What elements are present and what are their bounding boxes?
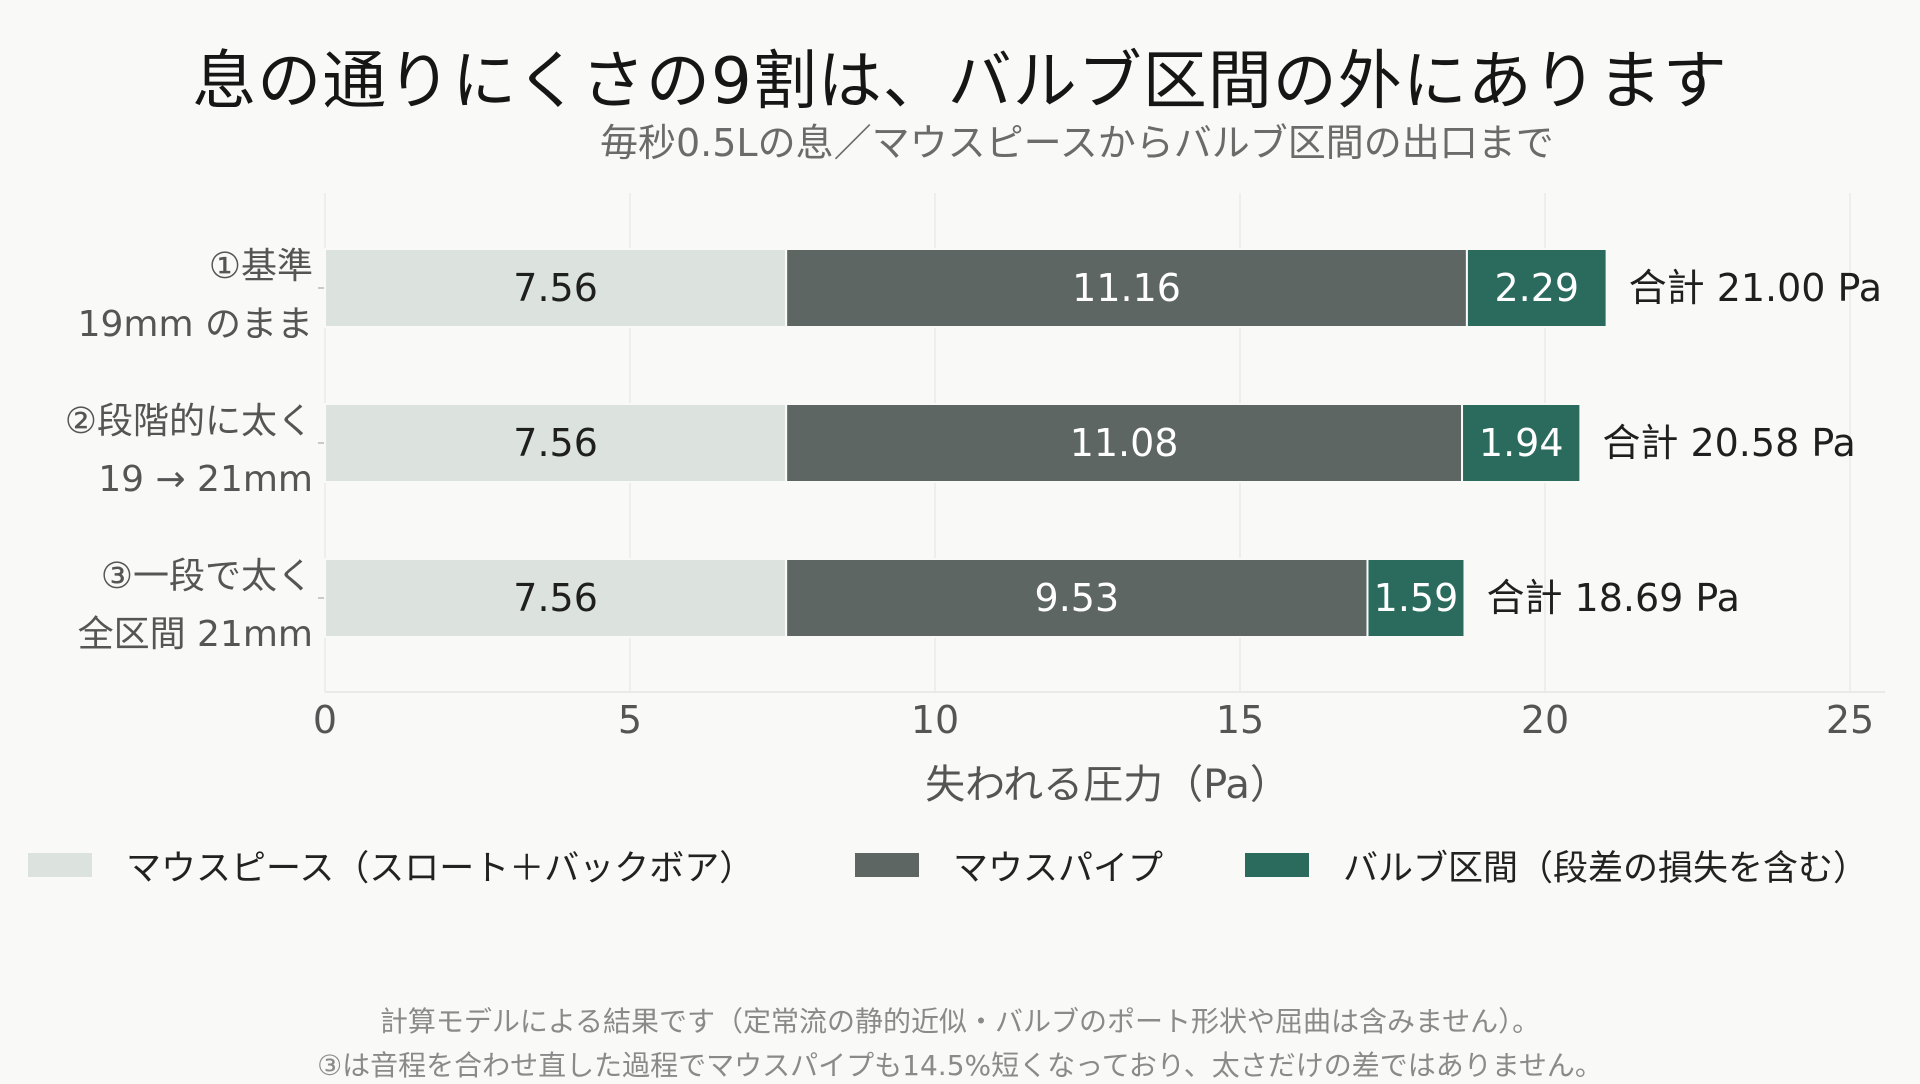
stacked-bar-chart: 0 5 10 15 20 25 失われる圧力（Pa） ①基準 19mm のまま 7.56 11.16… [65, 193, 1885, 808]
chart-subtitle: 毎秒0.5Lの息／マウスピースからバルブ区間の出口まで [600, 121, 1554, 165]
legend-swatch-1 [855, 853, 919, 877]
x-tick-label-2: 10 [911, 698, 959, 742]
footnote-2: ③は音程を合わせ直した過程でマウスパイプも14.5%短くなっており、太さだけの差… [317, 1049, 1603, 1082]
x-tick-label-5: 25 [1826, 698, 1874, 742]
category-label-0-line1: ①基準 [209, 246, 313, 287]
total-label-0: 合計 21.00 Pa [1629, 266, 1882, 310]
legend-swatch-0 [28, 853, 92, 877]
total-label-1: 合計 20.58 Pa [1602, 421, 1855, 465]
category-label-2-line2: 全区間 21mm [78, 614, 313, 655]
bar-value-label-2-1: 9.53 [1035, 576, 1120, 620]
category-label-0-line2: 19mm のまま [78, 304, 313, 345]
bar-value-label-2-2: 1.59 [1374, 576, 1459, 620]
x-tick-label-3: 15 [1216, 698, 1264, 742]
bar-1-series-2 [1461, 403, 1582, 483]
bar-value-label-1-1: 11.08 [1070, 421, 1179, 465]
x-tick-label-4: 20 [1521, 698, 1569, 742]
bar-value-label-1-0: 7.56 [513, 421, 598, 465]
bar-0-series-2 [1465, 248, 1608, 328]
bar-value-label-1-2: 1.94 [1479, 421, 1564, 465]
bar-value-label-0-1: 11.16 [1072, 266, 1181, 310]
bar-1-series-1 [785, 403, 1464, 483]
legend-label-2: バルブ区間（段差の損失を含む） [1343, 848, 1869, 889]
category-label-1-line2: 19 → 21mm [98, 459, 313, 500]
footnote-1: 計算モデルによる結果です（定常流の静的近似・バルブのポート形状や屈曲は含みません… [379, 1005, 1541, 1038]
total-label-2: 合計 18.69 Pa [1486, 576, 1739, 620]
legend: マウスピース（スロート＋バックボア） マウスパイプ バルブ区間（段差の損失を含む） [0, 835, 1920, 895]
bar-value-label-2-0: 7.56 [513, 576, 598, 620]
bar-1-series-0 [324, 403, 788, 483]
category-label-1-line1: ②段階的に太く [65, 401, 313, 442]
bar-value-label-0-0: 7.56 [513, 266, 598, 310]
legend-swatch-2 [1245, 853, 1309, 877]
bar-value-label-0-2: 2.29 [1494, 266, 1579, 310]
x-tick-label-1: 5 [618, 698, 642, 742]
legend-item-0: マウスピース（スロート＋バックボア） [28, 835, 754, 895]
legend-label-1: マウスパイプ [953, 848, 1164, 889]
bar-2-series-1 [785, 558, 1369, 638]
chart-title: 息の通りにくさの9割は、バルブ区間の外にあります [192, 45, 1728, 119]
category-label-2-line1: ③一段で太く [101, 556, 313, 597]
bar-2-series-2 [1366, 558, 1466, 638]
x-tick-label-0: 0 [313, 698, 337, 742]
legend-item-1: マウスパイプ [855, 835, 1163, 895]
x-axis-label: 失われる圧力（Pa） [925, 762, 1290, 808]
bar-2-series-0 [324, 558, 788, 638]
legend-item-2: バルブ区間（段差の損失を含む） [1245, 835, 1868, 895]
legend-label-0: マウスピース（スロート＋バックボア） [126, 848, 755, 889]
